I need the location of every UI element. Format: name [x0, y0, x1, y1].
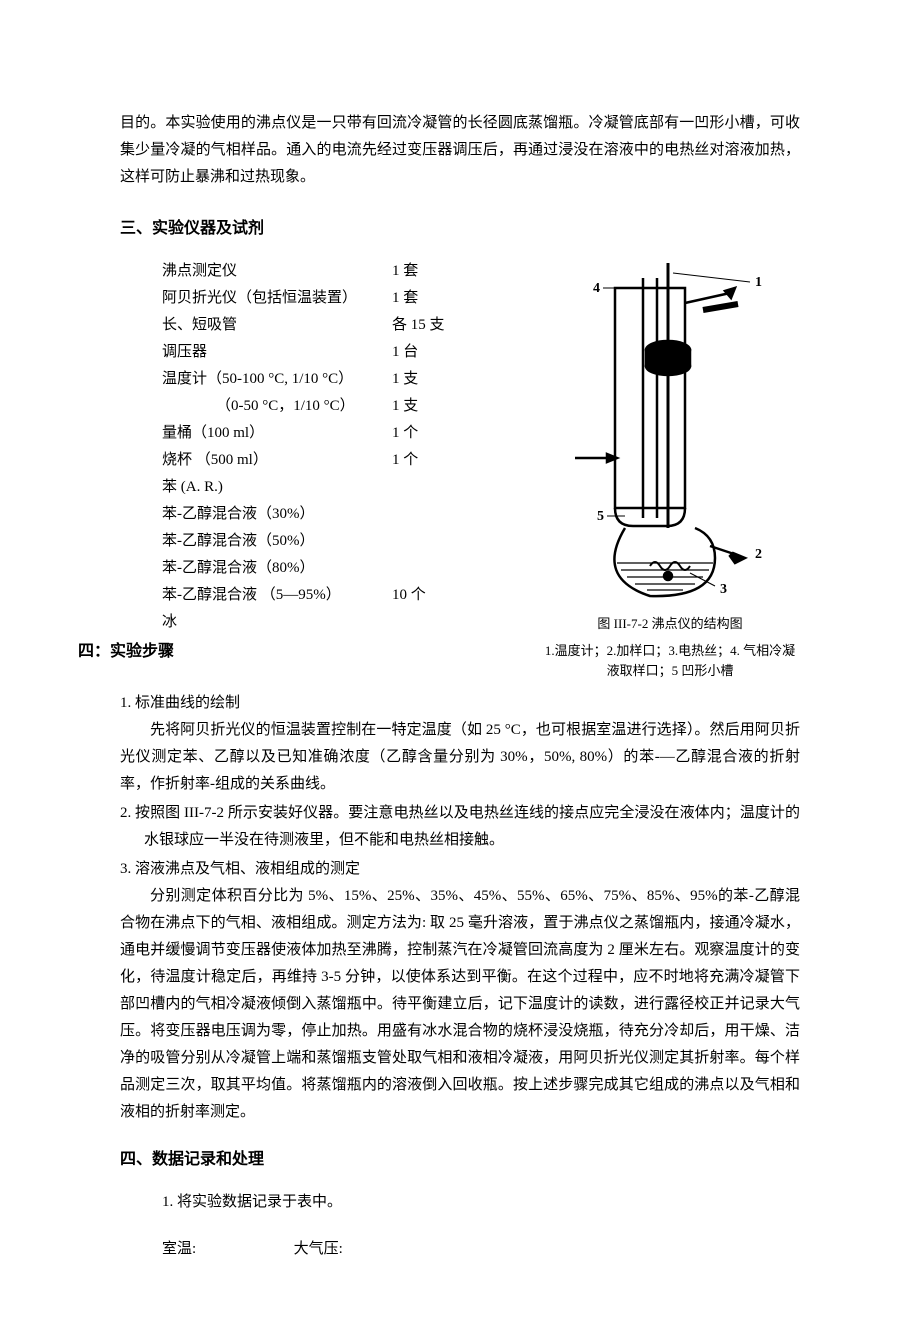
section-4-heading: 四：实验步骤 [78, 638, 522, 667]
label-4: 4 [593, 281, 600, 296]
label-2: 2 [755, 547, 762, 562]
step-3: 3. 溶液沸点及气相、液相组成的测定 分别测定体积百分比为 5%、15%、25%… [120, 856, 800, 1126]
room-temp-label: 室温: [162, 1241, 196, 1257]
equip-row: 阿贝折光仪（包括恒温装置）1 套 [162, 285, 522, 312]
equipment-list: 沸点测定仪1 套 阿贝折光仪（包括恒温装置）1 套 长、短吸管各 15 支 调压… [162, 258, 522, 636]
equip-qty: 1 套 [392, 285, 418, 312]
equip-row: 苯-乙醇混合液（50%） [162, 528, 522, 555]
equip-row: 苯-乙醇混合液（80%） [162, 555, 522, 582]
equip-qty: 10 个 [392, 582, 426, 609]
equip-qty: 各 15 支 [392, 312, 445, 339]
equip-row: 苯-乙醇混合液（30%） [162, 501, 522, 528]
steps-list: 1. 标准曲线的绘制 先将阿贝折光仪的恒温装置控制在一特定温度（如 25 °C，… [120, 690, 800, 1126]
equip-name: 沸点测定仪 [162, 258, 392, 285]
figure-column: 4 1 2 3 5 图 III-7-2 沸点仪的结构图 1.温度计；2.加样口；… [540, 258, 800, 682]
equip-name: （0-50 °C，1/10 °C） [162, 393, 392, 420]
equip-row: 烧杯 （500 ml）1 个 [162, 447, 522, 474]
equip-row: 调压器1 台 [162, 339, 522, 366]
equip-qty: 1 台 [392, 339, 418, 366]
apparatus-diagram: 4 1 2 3 5 [555, 258, 785, 608]
equip-name: 烧杯 （500 ml） [162, 447, 392, 474]
label-1: 1 [755, 275, 762, 290]
equip-row: 冰 [162, 609, 522, 636]
section-5-heading: 四、数据记录和处理 [120, 1146, 800, 1175]
equip-row: 苯 (A. R.) [162, 474, 522, 501]
figure-caption-title: 图 III-7-2 沸点仪的结构图 [540, 614, 800, 635]
label-3: 3 [720, 582, 727, 597]
equip-name: 调压器 [162, 339, 392, 366]
equip-qty: 1 支 [392, 366, 418, 393]
section-3-heading: 三、实验仪器及试剂 [120, 215, 800, 244]
equip-qty: 1 套 [392, 258, 418, 285]
equip-row: 长、短吸管各 15 支 [162, 312, 522, 339]
equip-name: 苯-乙醇混合液 （5—95%） [162, 582, 392, 609]
equip-row: 温度计（50-100 °C, 1/10 °C）1 支 [162, 366, 522, 393]
step-2: 2. 按照图 III-7-2 所示安装好仪器。要注意电热丝以及电热丝连线的接点应… [120, 800, 800, 854]
equip-name: 苯-乙醇混合液（50%） [162, 528, 392, 555]
equip-row: （0-50 °C，1/10 °C）1 支 [162, 393, 522, 420]
equip-row: 苯-乙醇混合液 （5—95%）10 个 [162, 582, 522, 609]
label-5: 5 [597, 509, 604, 524]
equip-row: 量桶（100 ml）1 个 [162, 420, 522, 447]
equip-name: 温度计（50-100 °C, 1/10 °C） [162, 366, 392, 393]
step-3-body: 分别测定体积百分比为 5%、15%、25%、35%、45%、55%、65%、75… [120, 883, 800, 1126]
pressure-label: 大气压: [294, 1241, 343, 1257]
figure-caption-legend: 1.温度计；2.加样口；3.电热丝；4. 气相冷凝液取样口；5 凹形小槽 [540, 641, 800, 683]
equip-name: 阿贝折光仪（包括恒温装置） [162, 285, 392, 312]
step-1-title: 1. 标准曲线的绘制 [120, 690, 800, 717]
step-1: 1. 标准曲线的绘制 先将阿贝折光仪的恒温装置控制在一特定温度（如 25 °C，… [120, 690, 800, 798]
equip-row: 沸点测定仪1 套 [162, 258, 522, 285]
step-3-title: 3. 溶液沸点及气相、液相组成的测定 [120, 856, 800, 883]
equipment-and-figure-row: 沸点测定仪1 套 阿贝折光仪（包括恒温装置）1 套 长、短吸管各 15 支 调压… [120, 258, 800, 682]
equip-name: 苯 (A. R.) [162, 474, 392, 501]
equip-name: 量桶（100 ml） [162, 420, 392, 447]
equip-name: 苯-乙醇混合液（80%） [162, 555, 392, 582]
record-item-2: 室温: 大气压: [162, 1236, 800, 1263]
equip-qty: 1 个 [392, 420, 418, 447]
step-1-body: 先将阿贝折光仪的恒温装置控制在一特定温度（如 25 °C，也可根据室温进行选择）… [120, 717, 800, 798]
equip-name: 冰 [162, 609, 392, 636]
equip-name: 长、短吸管 [162, 312, 392, 339]
equip-qty: 1 个 [392, 447, 418, 474]
equip-qty: 1 支 [392, 393, 418, 420]
equip-name: 苯-乙醇混合液（30%） [162, 501, 392, 528]
intro-paragraph: 目的。本实验使用的沸点仪是一只带有回流冷凝管的长径圆底蒸馏瓶。冷凝管底部有一凹形… [120, 110, 800, 191]
record-item-1: 1. 将实验数据记录于表中。 [162, 1189, 800, 1216]
equipment-column: 沸点测定仪1 套 阿贝折光仪（包括恒温装置）1 套 长、短吸管各 15 支 调压… [120, 258, 522, 681]
